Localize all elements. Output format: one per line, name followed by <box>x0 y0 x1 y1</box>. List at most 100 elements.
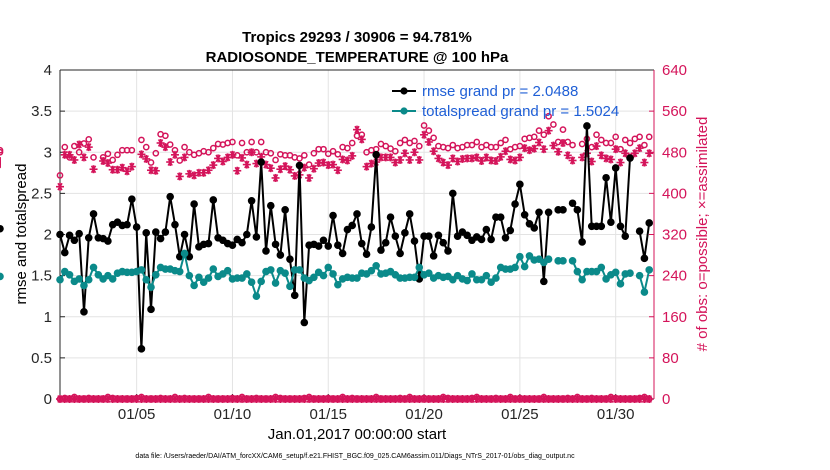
totalspread-point <box>640 288 649 296</box>
count-possible-marker <box>142 143 150 151</box>
totalspread-point <box>252 292 261 300</box>
totalspread-point <box>185 271 194 280</box>
rmse-point <box>65 231 74 240</box>
rmse-point <box>70 236 79 245</box>
totalspread-point <box>559 257 567 265</box>
count-possible-marker <box>530 133 538 141</box>
totalspread-point <box>616 280 625 288</box>
rmse-point <box>353 210 361 218</box>
count-possible-marker <box>578 140 586 148</box>
count-assimilated-marker <box>333 166 342 175</box>
count-assimilated-marker <box>515 153 524 162</box>
count-assimilated-marker <box>415 155 424 164</box>
rmse-point <box>0 224 4 233</box>
totalspread-point <box>286 282 294 291</box>
count-assimilated-marker <box>549 141 558 150</box>
count-assimilated-marker <box>525 395 534 403</box>
rmse-point <box>530 224 539 232</box>
totalspread-point <box>175 267 184 276</box>
rmse-point <box>482 225 491 234</box>
rmse-point <box>290 291 299 300</box>
rmse-point <box>377 246 385 254</box>
totalspread-point <box>0 272 4 281</box>
totalspread-point <box>410 273 419 282</box>
count-assimilated-marker <box>645 149 654 158</box>
count-assimilated-marker <box>501 147 510 156</box>
y-tick-label-left: 2.5 <box>31 185 52 202</box>
rmse-point <box>166 192 174 201</box>
rmse-point <box>171 220 179 229</box>
count-assimilated-marker <box>137 150 146 159</box>
count-possible-marker <box>138 136 145 144</box>
totalspread-point <box>592 267 601 276</box>
count-possible-marker <box>636 133 643 141</box>
x-tick-label: 01/05 <box>118 406 156 423</box>
totalspread-point <box>147 283 155 291</box>
count-assimilated-marker <box>348 151 357 160</box>
count-assimilated-marker <box>477 156 486 165</box>
count-assimilated-marker <box>204 166 213 175</box>
count-possible-marker <box>382 142 390 150</box>
rmse-point <box>271 240 280 249</box>
rmse-point <box>640 254 649 263</box>
y-tick-label-right: 0 <box>662 391 670 408</box>
rmse-point <box>257 158 265 166</box>
count-assimilated-marker <box>491 395 500 403</box>
count-assimilated-marker <box>410 148 419 157</box>
rmse-point <box>295 161 304 170</box>
totalspread-point <box>611 268 620 277</box>
count-assimilated-marker <box>343 156 352 165</box>
rmse-point <box>152 228 160 236</box>
count-possible-marker <box>257 138 265 146</box>
totalspread-point <box>568 257 577 265</box>
count-assimilated-marker <box>233 166 242 175</box>
totalspread-point <box>190 281 198 290</box>
rmse-point <box>334 241 342 249</box>
rmse-point <box>276 251 285 259</box>
count-assimilated-marker <box>602 154 611 163</box>
count-assimilated-marker <box>329 160 338 169</box>
totalspread-point <box>281 269 289 277</box>
rmse-point <box>434 231 443 240</box>
count-assimilated-marker <box>70 395 79 403</box>
count-assimilated-marker <box>329 395 338 403</box>
totalspread-point <box>520 262 529 271</box>
count-possible-marker <box>492 143 500 151</box>
legend: rmse grand pr = 2.0488 totalspread grand … <box>392 83 619 120</box>
rmse-point <box>209 196 218 204</box>
count-assimilated-marker <box>247 395 256 403</box>
count-possible-marker <box>391 147 399 155</box>
rmse-point <box>496 213 505 222</box>
totalspread-point <box>247 278 256 287</box>
count-assimilated-marker <box>353 125 361 134</box>
count-possible-marker <box>128 146 136 154</box>
rmse-point <box>568 199 577 208</box>
count-assimilated-marker <box>170 395 179 403</box>
count-assimilated-marker <box>606 395 615 403</box>
count-assimilated-marker <box>506 155 515 164</box>
count-assimilated-marker <box>535 138 544 147</box>
count-possible-marker <box>90 154 97 161</box>
count-assimilated-marker <box>630 149 639 158</box>
totalspread-point <box>626 269 634 277</box>
rmse-point <box>147 305 155 314</box>
count-assimilated-marker <box>295 395 304 403</box>
count-possible-marker <box>71 142 78 150</box>
chart-title: Tropics 29293 / 30906 = 94.781% <box>242 29 472 46</box>
count-assimilated-marker <box>396 395 405 403</box>
count-assimilated-marker <box>606 155 615 164</box>
count-assimilated-marker <box>285 165 294 174</box>
count-assimilated-marker <box>597 395 606 403</box>
rmse-point <box>520 210 529 219</box>
totalspread-point <box>578 275 586 284</box>
rmse-point <box>405 210 414 218</box>
count-assimilated-marker <box>175 172 184 181</box>
count-possible-marker <box>550 121 557 128</box>
legend-totalspread: totalspread grand pr = 1.5024 <box>422 103 619 120</box>
rmse-point <box>506 226 515 235</box>
rmse-point <box>319 236 328 245</box>
count-assimilated-marker <box>84 143 93 152</box>
count-possible-marker <box>593 131 600 139</box>
x-axis-label: Jan.01,2017 00:00:00 start <box>268 426 447 443</box>
count-possible-marker <box>0 148 4 156</box>
